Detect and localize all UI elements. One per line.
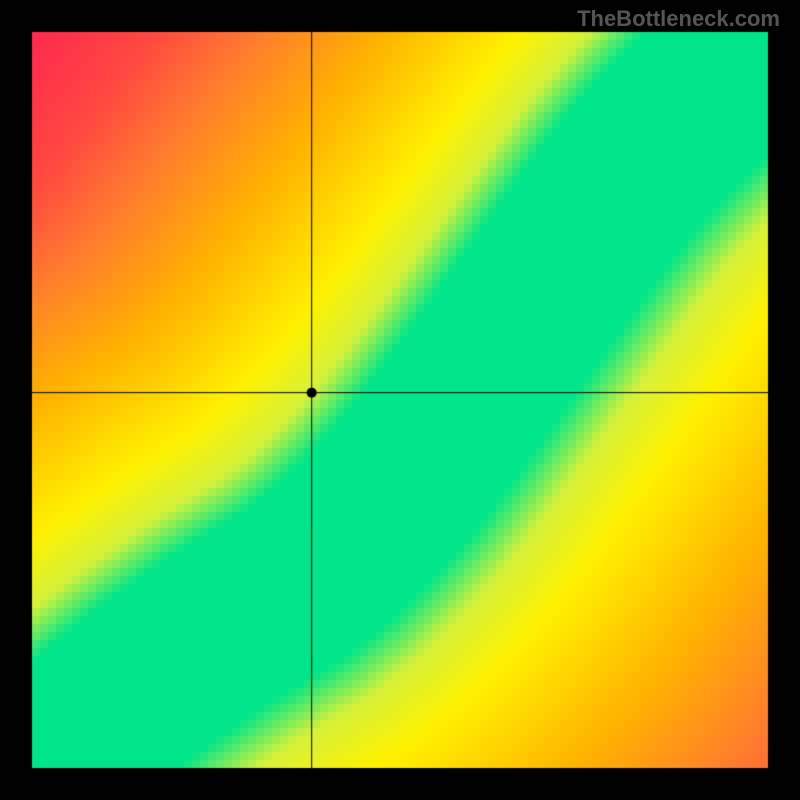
heatmap-canvas [0,0,800,800]
watermark-text: TheBottleneck.com [577,6,780,32]
chart-container: TheBottleneck.com [0,0,800,800]
